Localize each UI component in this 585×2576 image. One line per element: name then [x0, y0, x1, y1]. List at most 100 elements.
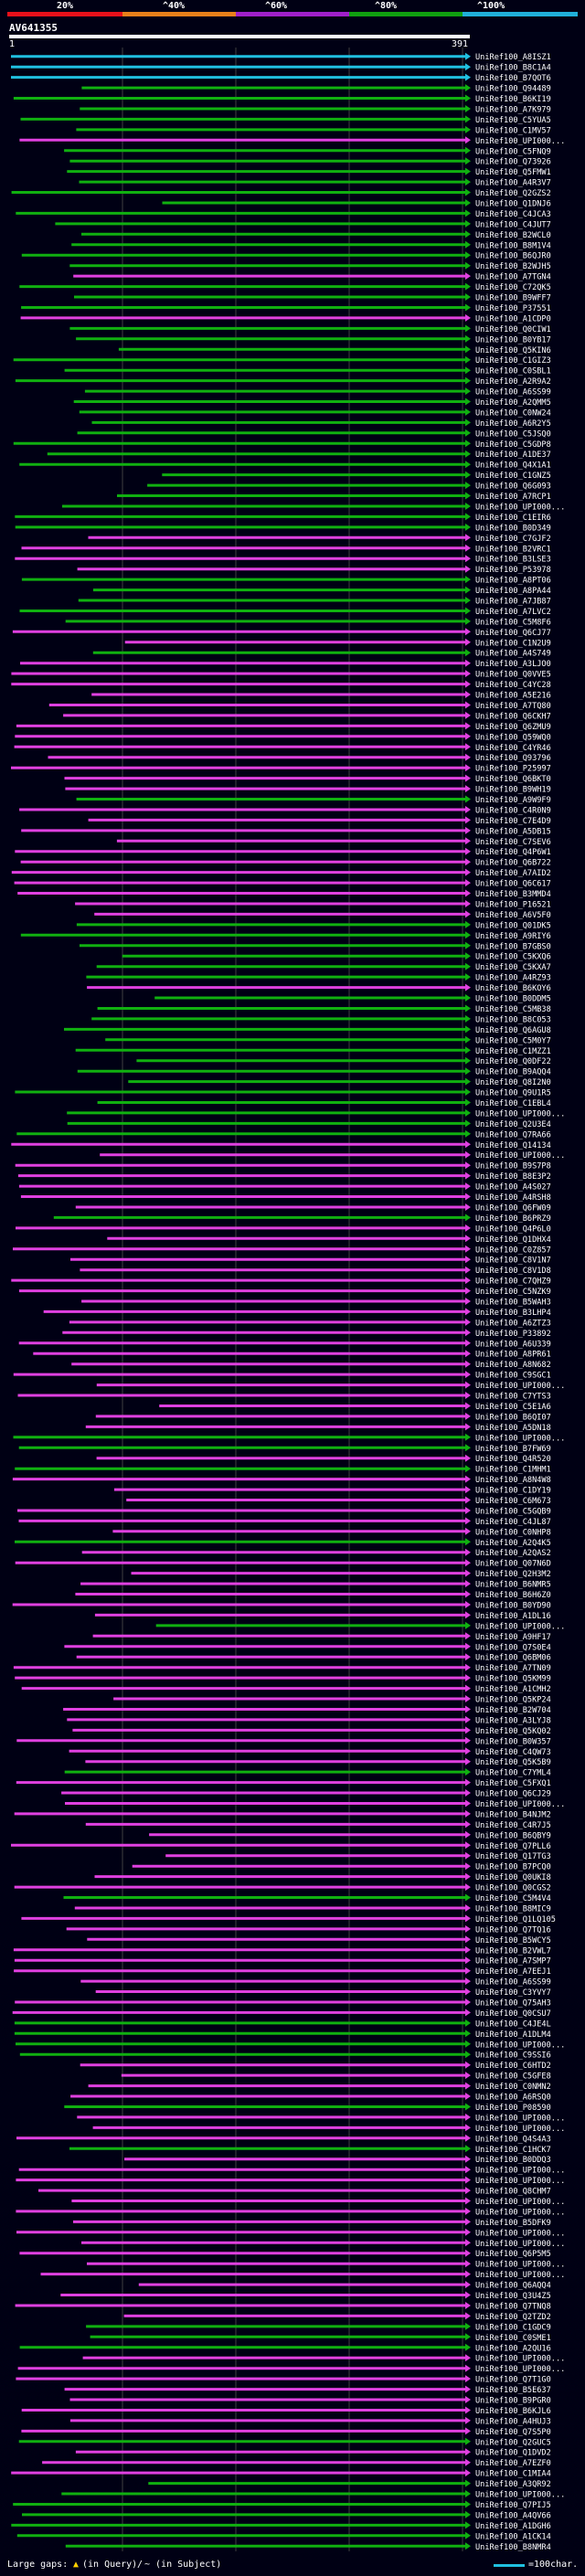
hit-label[interactable]: UniRef100_C1MHM1	[475, 1466, 551, 1475]
hit-label[interactable]: UniRef100_Q94489	[475, 85, 551, 94]
hit-label[interactable]: UniRef100_Q4R520	[475, 1455, 551, 1464]
hit-label[interactable]: UniRef100_B6KJL6	[475, 2407, 551, 2416]
hit-label[interactable]: UniRef100_C7GJF2	[475, 535, 551, 544]
hit-label[interactable]: UniRef100_B5WCY5	[475, 1936, 551, 1945]
hit-label[interactable]: UniRef100_C5M8F6	[475, 618, 551, 627]
hit-label[interactable]: UniRef100_P53978	[475, 566, 551, 575]
hit-label[interactable]: UniRef100_UPI000...	[475, 2491, 565, 2500]
hit-label[interactable]: UniRef100_Q5KQ02	[475, 1727, 551, 1736]
hit-label[interactable]: UniRef100_Q6C617	[475, 880, 551, 889]
hit-label[interactable]: UniRef100_B8C053	[475, 1015, 551, 1024]
hit-label[interactable]: UniRef100_C6HTD2	[475, 2062, 551, 2071]
hit-label[interactable]: UniRef100_Q6P5M5	[475, 2250, 551, 2259]
hit-label[interactable]: UniRef100_B2WCL0	[475, 231, 551, 240]
hit-label[interactable]: UniRef100_C1GDC9	[475, 2323, 551, 2332]
hit-label[interactable]: UniRef100_C8V1D8	[475, 1267, 551, 1276]
hit-label[interactable]: UniRef100_C4YC28	[475, 681, 551, 690]
hit-label[interactable]: UniRef100_Q0CSU7	[475, 2009, 551, 2019]
hit-label[interactable]: UniRef100_A4RSH8	[475, 1193, 551, 1203]
hit-label[interactable]: UniRef100_B8E3P2	[475, 1172, 551, 1182]
hit-label[interactable]: UniRef100_C1MZZ1	[475, 1047, 551, 1056]
hit-label[interactable]: UniRef100_B6KOY6	[475, 984, 551, 993]
hit-label[interactable]: UniRef100_Q1DHX4	[475, 1235, 551, 1245]
hit-label[interactable]: UniRef100_Q5KM99	[475, 1675, 551, 1684]
hit-label[interactable]: UniRef100_A4QV66	[475, 2511, 551, 2520]
hit-label[interactable]: UniRef100_Q4P6L0	[475, 1224, 551, 1234]
hit-label[interactable]: UniRef100_Q6B722	[475, 859, 551, 868]
hit-label[interactable]: UniRef100_C1MIA4	[475, 2470, 551, 2479]
hit-label[interactable]: UniRef100_Q0CGS2	[475, 1884, 551, 1893]
hit-label[interactable]: UniRef100_Q8I2N0	[475, 1078, 551, 1087]
hit-label[interactable]: UniRef100_A7K979	[475, 106, 551, 115]
hit-label[interactable]: UniRef100_A4RZ93	[475, 974, 551, 983]
hit-label[interactable]: UniRef100_C5GFE8	[475, 2072, 551, 2082]
hit-label[interactable]: UniRef100_A3LYJ8	[475, 1716, 551, 1725]
hit-label[interactable]: UniRef100_A3QR92	[475, 2480, 551, 2489]
hit-label[interactable]: UniRef100_Q7S5P0	[475, 2428, 551, 2437]
hit-label[interactable]: UniRef100_B9AQQ4	[475, 1068, 551, 1077]
hit-label[interactable]: UniRef100_B0W357	[475, 1737, 551, 1746]
hit-label[interactable]: UniRef100_A2QMM5	[475, 398, 551, 408]
hit-label[interactable]: UniRef100_C1DY19	[475, 1487, 551, 1496]
hit-label[interactable]: UniRef100_B8NMR4	[475, 2543, 551, 2552]
hit-label[interactable]: UniRef100_B8C1A4	[475, 64, 551, 73]
hit-label[interactable]: UniRef100_A5DB15	[475, 827, 551, 836]
hit-label[interactable]: UniRef100_C5MB38	[475, 1005, 551, 1014]
hit-label[interactable]: UniRef100_C9SSI6	[475, 2051, 551, 2061]
hit-label[interactable]: UniRef100_UPI000...	[475, 1151, 565, 1161]
hit-label[interactable]: UniRef100_A6U339	[475, 1340, 551, 1349]
hit-label[interactable]: UniRef100_Q7TNQ8	[475, 2303, 551, 2312]
hit-label[interactable]: UniRef100_C0Z857	[475, 1246, 551, 1255]
hit-label[interactable]: UniRef100_Q4S4A3	[475, 2135, 551, 2144]
hit-label[interactable]: UniRef100_A6R2Y5	[475, 419, 551, 429]
hit-label[interactable]: UniRef100_A6V5F0	[475, 911, 551, 920]
hit-label[interactable]: UniRef100_B6QBY9	[475, 1831, 551, 1840]
hit-label[interactable]: UniRef100_A7JB87	[475, 598, 551, 607]
hit-label[interactable]: UniRef100_UPI000...	[475, 2365, 565, 2374]
hit-label[interactable]: UniRef100_A1DGH6	[475, 2522, 551, 2531]
hit-label[interactable]: UniRef100_B6PRZ9	[475, 1214, 551, 1224]
hit-label[interactable]: UniRef100_A4S027	[475, 1183, 551, 1193]
hit-label[interactable]: UniRef100_C5FXQ1	[475, 1779, 551, 1788]
hit-label[interactable]: UniRef100_A7EEJ1	[475, 1967, 551, 1977]
hit-label[interactable]: UniRef100_UPI000...	[475, 1109, 565, 1118]
hit-label[interactable]: UniRef100_A2QAS2	[475, 1549, 551, 1558]
hit-label[interactable]: UniRef100_UPI000...	[475, 2167, 565, 2176]
hit-label[interactable]: UniRef100_C5GQB9	[475, 1508, 551, 1517]
hit-label[interactable]: UniRef100_C0NMN2	[475, 2083, 551, 2092]
hit-label[interactable]: UniRef100_Q73926	[475, 158, 551, 167]
hit-label[interactable]: UniRef100_B3MMD4	[475, 890, 551, 899]
hit-label[interactable]: UniRef100_Q1LQ105	[475, 1915, 556, 1924]
hit-label[interactable]: UniRef100_C4JCA3	[475, 210, 551, 219]
hit-label[interactable]: UniRef100_Q0CIW1	[475, 325, 551, 334]
hit-label[interactable]: UniRef100_Q5KIN6	[475, 346, 551, 355]
hit-label[interactable]: UniRef100_B0YB17	[475, 335, 551, 345]
hit-label[interactable]: UniRef100_A6SS99	[475, 388, 551, 398]
hit-label[interactable]: UniRef100_C0NW24	[475, 408, 551, 418]
hit-label[interactable]: UniRef100_Q01DK5	[475, 921, 551, 930]
hit-label[interactable]: UniRef100_UPI000...	[475, 2125, 565, 2134]
hit-label[interactable]: UniRef100_UPI000...	[475, 2271, 565, 2280]
hit-label[interactable]: UniRef100_UPI000...	[475, 2198, 565, 2207]
hit-label[interactable]: UniRef100_C0SME1	[475, 2334, 551, 2343]
hit-label[interactable]: UniRef100_P37551	[475, 304, 551, 313]
hit-label[interactable]: UniRef100_C1GNZ5	[475, 472, 551, 481]
hit-label[interactable]: UniRef100_Q4X1A1	[475, 461, 551, 471]
hit-label[interactable]: UniRef100_Q6AQQ4	[475, 2282, 551, 2291]
hit-label[interactable]: UniRef100_Q7S0E4	[475, 1643, 551, 1652]
hit-label[interactable]: UniRef100_C1EBL4	[475, 1099, 551, 1108]
hit-label[interactable]: UniRef100_Q6CKH7	[475, 712, 551, 721]
hit-label[interactable]: UniRef100_B7PCQ0	[475, 1863, 551, 1872]
hit-label[interactable]: UniRef100_Q0UKI8	[475, 1873, 551, 1882]
hit-label[interactable]: UniRef100_A8PR61	[475, 1351, 551, 1360]
hit-label[interactable]: UniRef100_A2R9A2	[475, 377, 551, 387]
hit-label[interactable]: UniRef100_A8PT06	[475, 577, 551, 586]
hit-label[interactable]: UniRef100_A1DE37	[475, 451, 551, 460]
hit-label[interactable]: UniRef100_UPI000...	[475, 2229, 565, 2238]
hit-label[interactable]: UniRef100_Q5K5B9	[475, 1758, 551, 1767]
hit-label[interactable]: UniRef100_C7SEV6	[475, 838, 551, 847]
hit-label[interactable]: UniRef100_A6ZTZ3	[475, 1319, 551, 1328]
hit-label[interactable]: UniRef100_A7TQ80	[475, 702, 551, 711]
hit-label[interactable]: UniRef100_UPI000...	[475, 2114, 565, 2123]
hit-label[interactable]: UniRef100_Q6BM06	[475, 1654, 551, 1663]
